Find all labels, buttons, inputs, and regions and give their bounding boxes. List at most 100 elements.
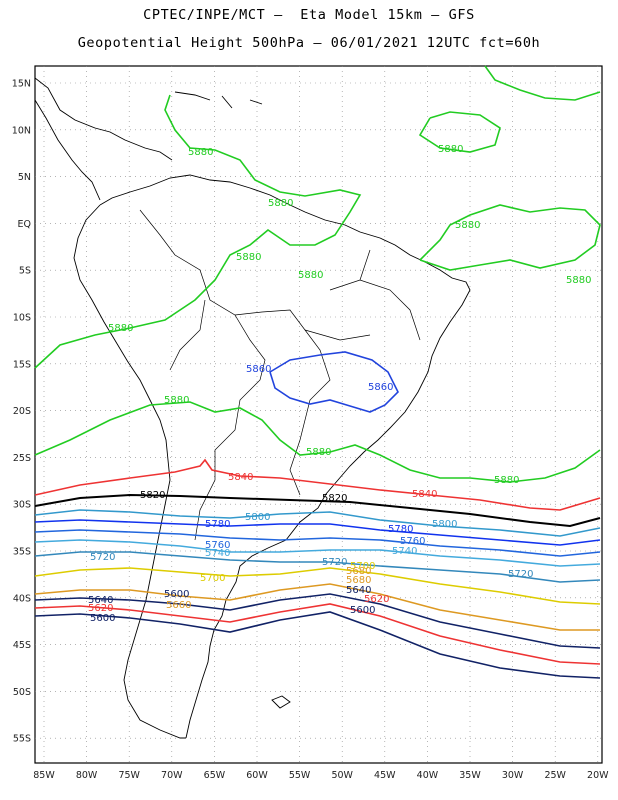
longitude-label: 55W: [289, 770, 311, 781]
title-line-1: CPTEC/INPE/MCT – Eta Model 15km – GFS: [143, 7, 475, 23]
contour-label: 5840: [228, 472, 253, 483]
contour-label: 5880: [306, 447, 331, 458]
longitude-label: 45W: [374, 770, 396, 781]
latitude-label: 45S: [13, 640, 31, 651]
contour-5760: [34, 529, 601, 557]
latitude-label: EQ: [18, 219, 31, 230]
contour-label: 5720: [322, 557, 347, 568]
contour-5620: [34, 603, 601, 665]
contour-label: 5820: [140, 490, 165, 501]
contour-label: 5780: [205, 519, 230, 530]
contour-label: 5880: [438, 144, 463, 155]
longitude-label: 25W: [544, 770, 566, 781]
contour-label: 5640: [88, 595, 113, 606]
longitude-labels: 85W 80W 75W 70W 65W 60W 55W 50W 45W 40W 35W 30W 25W 2…: [33, 770, 609, 781]
latitude-label: 30S: [13, 500, 31, 511]
contour-label: 5760: [205, 540, 230, 551]
longitude-label: 85W: [33, 770, 55, 781]
contour-label: 5600: [350, 605, 375, 616]
contour-label: 5640: [346, 585, 371, 596]
contour-label: 5880: [566, 275, 591, 286]
contour-label: 5880: [268, 198, 293, 209]
contour-5720: [34, 551, 601, 583]
contour-label: 5680: [346, 566, 371, 577]
contour-label: 5620: [364, 594, 389, 605]
contour-label: 5720: [90, 552, 115, 563]
caribbean-islands: [174, 91, 263, 109]
contour-label: 5760: [400, 536, 425, 547]
map-frame: [34, 65, 603, 764]
contour-label: 5780: [388, 524, 413, 535]
contour-label: 5720: [508, 569, 533, 580]
coastlines: [34, 77, 471, 739]
contour-label: 5740: [205, 548, 230, 559]
contour-label: 5840: [412, 489, 437, 500]
internal-borders: [139, 209, 331, 496]
contour-5860: [269, 351, 399, 413]
latitude-label: 10S: [13, 313, 31, 324]
contour-5880-top: [484, 65, 601, 101]
title-line-2: Geopotential Height 500hPa – 06/01/2021 …: [77, 35, 541, 51]
longitude-label: 75W: [118, 770, 140, 781]
longitude-label: 65W: [204, 770, 226, 781]
contour-5640: [34, 593, 601, 649]
contour-label: 5740: [392, 546, 417, 557]
contour-label: 5700: [200, 573, 225, 584]
contour-label: 5880: [494, 475, 519, 486]
latitude-label: 15N: [12, 79, 31, 90]
contour-5800: [34, 509, 601, 537]
contour-label: 5800: [245, 512, 270, 523]
contour-label: 5800: [432, 519, 457, 530]
falkland-islands: [271, 695, 291, 709]
longitude-label: 80W: [76, 770, 98, 781]
longitude-label: 70W: [161, 770, 183, 781]
contour-label: 5880: [236, 252, 261, 263]
longitude-label: 40W: [417, 770, 439, 781]
contour-labels: 5880 5880 5880 5880 5880 5880 5880 5880 …: [88, 144, 591, 624]
contour-label: 5880: [188, 147, 213, 158]
contours: [34, 65, 601, 679]
contour-5880-north: [34, 94, 362, 369]
longitude-label: 60W: [246, 770, 268, 781]
contour-label: 5680: [346, 575, 371, 586]
contour-5820: [34, 493, 601, 528]
latitude-label: 55S: [13, 734, 31, 745]
contour-label: 5860: [368, 382, 393, 393]
longitude-label: 30W: [502, 770, 524, 781]
graticule: [35, 66, 602, 763]
contour-label: 5880: [455, 220, 480, 231]
south-america-east-coast: [99, 174, 471, 739]
contour-label: 5660: [166, 600, 191, 611]
longitude-label: 20W: [587, 770, 609, 781]
latitude-label: 5N: [18, 172, 31, 183]
central-america-pacific-coast: [34, 99, 101, 201]
contour-5880-atlantic: [419, 204, 601, 271]
contour-5840: [34, 458, 601, 511]
latitude-label: 10N: [12, 125, 31, 136]
longitude-label: 50W: [331, 770, 353, 781]
contour-label: 5600: [164, 589, 189, 600]
contour-label: 5620: [88, 603, 113, 614]
contour-label: 5860: [246, 364, 271, 375]
contour-label: 5880: [108, 323, 133, 334]
latitude-label: 35S: [13, 547, 31, 558]
contour-label: 5820: [322, 493, 347, 504]
contour-5880-closed: [418, 111, 501, 153]
internal-borders-2: [169, 299, 266, 541]
latitude-labels: 15N 10N 5N EQ 5S 10S 15S 20S 25S 30S 35S 40S 45S 50S 5…: [12, 79, 31, 745]
latitude-label: 20S: [13, 406, 31, 417]
contour-5880-south: [34, 401, 601, 483]
latitude-label: 50S: [13, 687, 31, 698]
contour-5680: [34, 583, 600, 631]
latitude-label: 15S: [13, 359, 31, 370]
contour-label: 5700: [350, 561, 375, 572]
contour-5780: [34, 519, 601, 546]
central-america-coast: [34, 77, 173, 161]
contour-label: 5880: [164, 395, 189, 406]
contour-label: 5600: [90, 613, 115, 624]
contour-5740: [34, 539, 601, 567]
contour-label: 5880: [298, 270, 323, 281]
contour-5600: [34, 611, 601, 679]
south-america-west-coast: [73, 204, 186, 739]
